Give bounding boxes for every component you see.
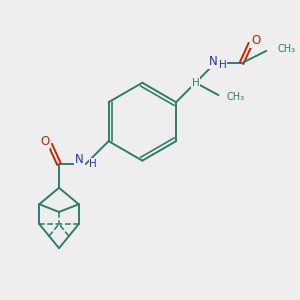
Text: N: N: [209, 55, 218, 68]
Text: CH₃: CH₃: [226, 92, 244, 102]
Text: H: H: [192, 78, 200, 88]
Text: H: H: [219, 60, 226, 70]
Text: CH₃: CH₃: [278, 44, 296, 54]
Text: O: O: [251, 34, 260, 47]
Text: H: H: [89, 159, 97, 169]
Text: N: N: [75, 153, 84, 167]
Text: O: O: [40, 135, 50, 148]
